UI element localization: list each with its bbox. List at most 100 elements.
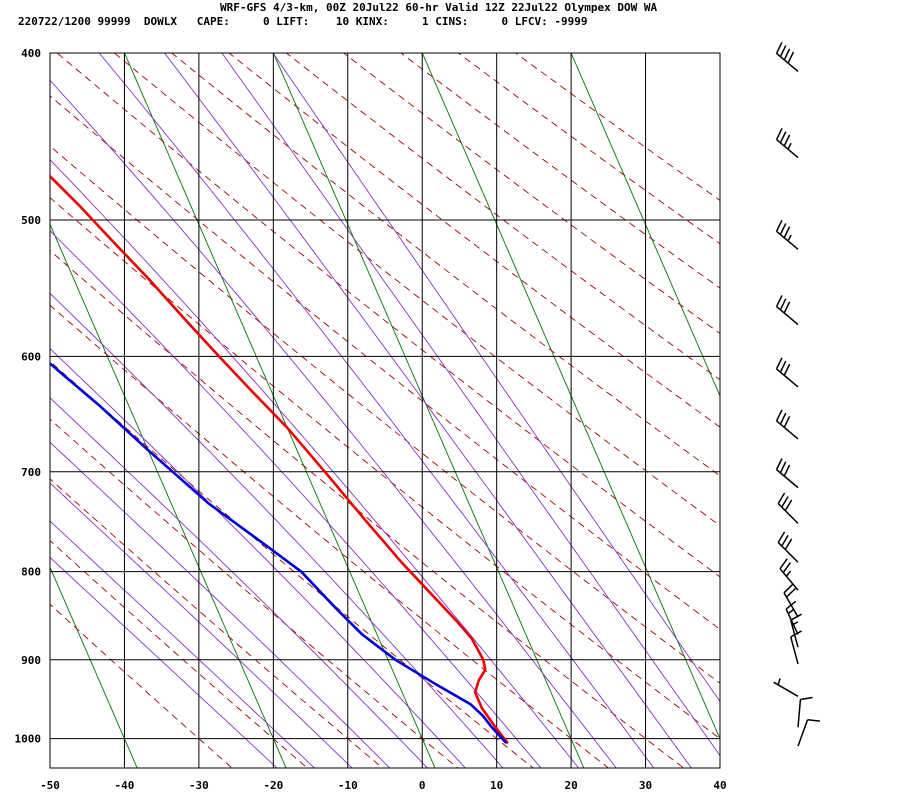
dry-adiabat bbox=[228, 53, 720, 428]
x-tick-label: -30 bbox=[189, 779, 209, 792]
barb-half-flag bbox=[787, 608, 795, 615]
dry-adiabat bbox=[457, 53, 720, 245]
dry-adiabat bbox=[50, 418, 459, 768]
barb-flag bbox=[785, 587, 796, 598]
barb-flag bbox=[777, 492, 786, 504]
barb-flag bbox=[775, 458, 783, 470]
barb-staff bbox=[797, 719, 809, 747]
y-tick-label: 600 bbox=[21, 350, 41, 363]
dry-adiabat bbox=[50, 197, 720, 740]
y-tick-label: 700 bbox=[21, 466, 41, 479]
wind-barb bbox=[777, 531, 799, 563]
barb-flag bbox=[783, 464, 791, 477]
barb-flag bbox=[783, 134, 791, 147]
barb-staff bbox=[776, 139, 799, 159]
moist-adiabat bbox=[163, 53, 692, 768]
wind-barb bbox=[775, 409, 799, 440]
dry-adiabat bbox=[50, 478, 384, 768]
barb-flag bbox=[785, 600, 797, 610]
wind-barb bbox=[785, 600, 799, 635]
barb-staff bbox=[776, 368, 799, 388]
barb-staff bbox=[776, 420, 799, 440]
barb-flag bbox=[790, 613, 802, 621]
skewed-isotherm bbox=[50, 223, 287, 768]
barb-flag bbox=[783, 415, 791, 428]
station-indices-line: 220722/1200 99999 DOWLX CAPE: 0 LIFT: 10… bbox=[18, 15, 588, 28]
barb-staff bbox=[776, 230, 799, 250]
dry-adiabat bbox=[514, 53, 720, 201]
x-tick-label: 30 bbox=[639, 779, 652, 792]
barb-flag bbox=[784, 499, 793, 512]
moist-adiabat bbox=[50, 79, 617, 768]
barb-flag bbox=[775, 295, 783, 307]
moist-adiabat bbox=[50, 556, 278, 768]
x-tick-label: 40 bbox=[713, 779, 726, 792]
barb-staff bbox=[776, 52, 799, 73]
barb-staff bbox=[797, 699, 802, 728]
moist-adiabat bbox=[50, 230, 542, 768]
x-tick-label: -10 bbox=[338, 779, 358, 792]
barb-half-flag bbox=[785, 570, 792, 577]
barb-flag bbox=[779, 558, 788, 570]
dewpoint-profile bbox=[50, 361, 508, 744]
wind-barb bbox=[775, 295, 799, 326]
dry-adiabat bbox=[400, 53, 720, 289]
moist-adiabat bbox=[50, 441, 391, 768]
dry-adiabat bbox=[113, 53, 720, 527]
barb-staff bbox=[776, 469, 799, 489]
barb-flag bbox=[783, 363, 791, 376]
barb-flag bbox=[775, 219, 783, 232]
barb-flag bbox=[783, 301, 791, 314]
chart-title: WRF-GFS 4/3-km, 00Z 20Jul22 60-hr Valid … bbox=[220, 1, 658, 14]
barb-flag bbox=[790, 630, 802, 638]
barb-flag bbox=[779, 412, 787, 425]
barb-flag bbox=[781, 496, 789, 508]
wind-barb bbox=[790, 613, 802, 648]
wind-barb bbox=[773, 678, 799, 697]
barb-flag bbox=[779, 223, 787, 235]
y-tick-label: 500 bbox=[21, 214, 41, 227]
barb-flag bbox=[779, 131, 787, 144]
barb-flag bbox=[800, 696, 813, 701]
wind-barb bbox=[779, 558, 799, 591]
moist-adiabat bbox=[50, 159, 580, 768]
wind-barb bbox=[775, 128, 799, 159]
dry-adiabat bbox=[285, 53, 720, 381]
skewed-isotherm bbox=[272, 53, 585, 768]
barb-flag bbox=[775, 409, 783, 422]
moist-adiabat bbox=[50, 520, 316, 768]
barb-staff bbox=[790, 636, 799, 665]
x-tick-label: -20 bbox=[263, 779, 283, 792]
skewed-isotherm bbox=[570, 53, 720, 398]
barb-flag bbox=[784, 538, 793, 550]
moist-adiabat bbox=[50, 482, 353, 768]
barb-flag bbox=[807, 719, 820, 722]
dry-adiabat bbox=[50, 145, 720, 684]
barb-flag bbox=[783, 226, 791, 239]
x-tick-label: 10 bbox=[490, 779, 503, 792]
wind-barb bbox=[777, 492, 799, 524]
dry-adiabat bbox=[50, 95, 720, 630]
barb-flag bbox=[775, 357, 783, 370]
barb-flag bbox=[783, 48, 791, 61]
barb-flag bbox=[779, 461, 787, 474]
x-tick-label: -40 bbox=[115, 779, 135, 792]
barb-flag bbox=[781, 535, 789, 547]
barb-flag bbox=[775, 42, 783, 54]
wind-barb bbox=[775, 219, 799, 250]
barb-half-flag bbox=[787, 234, 792, 242]
dry-adiabat bbox=[50, 250, 685, 768]
moist-adiabat bbox=[50, 397, 429, 768]
skewed-isotherm bbox=[123, 53, 436, 768]
dry-adiabat bbox=[171, 53, 720, 477]
wind-barb bbox=[775, 357, 799, 388]
barb-flag bbox=[779, 45, 787, 58]
dry-adiabat bbox=[50, 304, 610, 768]
moist-adiabat bbox=[221, 53, 720, 757]
dry-adiabat bbox=[50, 360, 534, 768]
y-tick-label: 400 bbox=[21, 47, 41, 60]
barb-staff bbox=[776, 305, 799, 326]
temperature-profile bbox=[50, 174, 509, 744]
barb-flag bbox=[779, 298, 787, 311]
